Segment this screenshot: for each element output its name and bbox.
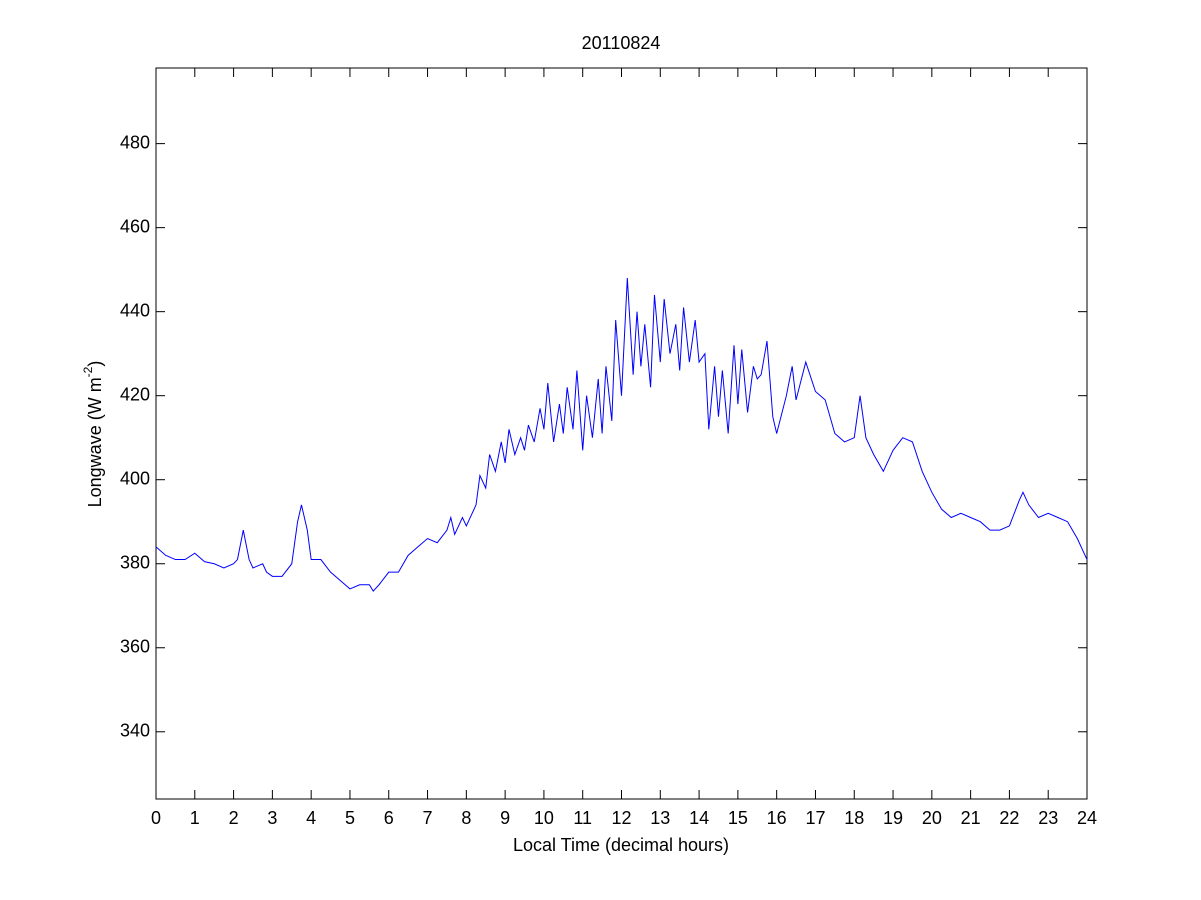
plot-area: 0 1 2 3 4 5 6 7 8 9 10 11 12 13 14 15 16 17 18 19 20 21 22 23 24…	[120, 68, 1097, 828]
x-tick-label: 5	[345, 808, 355, 828]
y-tick-label: 460	[120, 216, 150, 236]
plot-frame	[155, 67, 1088, 800]
x-tick-label: 11	[573, 808, 592, 828]
x-tick-label: 3	[267, 808, 277, 828]
y-axis-label: Longwave (W m-2)	[81, 361, 105, 508]
x-tick-label: 9	[500, 808, 510, 828]
x-tick-label: 23	[1038, 808, 1058, 828]
y-tick-label: 400	[120, 468, 150, 488]
x-tick-label: 18	[844, 808, 864, 828]
y-tick-label: 420	[120, 384, 150, 404]
x-tick-label: 16	[767, 808, 787, 828]
x-tick-label: 14	[689, 808, 709, 828]
data-line	[155, 278, 1088, 592]
x-tick-label: 7	[423, 808, 433, 828]
x-tick-label: 2	[229, 808, 239, 828]
x-tick-label: 21	[961, 808, 981, 828]
chart-title: 20110824	[582, 33, 661, 53]
x-tick-label: 24	[1077, 808, 1097, 828]
y-tick-label: 480	[120, 132, 150, 152]
y-axis-label-end: )	[85, 361, 105, 367]
x-tick-label: 15	[728, 808, 748, 828]
x-tick-label: 0	[151, 808, 161, 828]
x-tick-label: 4	[306, 808, 316, 828]
x-tick-label: 1	[190, 808, 200, 828]
y-tick-label: 380	[120, 552, 150, 572]
x-tick-label: 10	[534, 808, 554, 828]
x-tick-label: 20	[922, 808, 942, 828]
x-tick-label: 6	[384, 808, 394, 828]
x-tick-label: 13	[650, 808, 670, 828]
x-tick-label: 12	[611, 808, 631, 828]
x-axis-label: Local Time (decimal hours)	[513, 835, 729, 855]
x-tick-label: 8	[461, 808, 471, 828]
y-axis-label-main: Longwave (W m	[85, 377, 105, 507]
x-tick-label: 17	[805, 808, 825, 828]
y-axis-label-sup: -2	[81, 366, 95, 377]
x-tick-label: 19	[883, 808, 903, 828]
x-tick-label: 22	[999, 808, 1019, 828]
y-tick-label: 440	[120, 300, 150, 320]
y-tick-label: 360	[120, 637, 150, 657]
y-tick-label: 340	[120, 721, 150, 741]
